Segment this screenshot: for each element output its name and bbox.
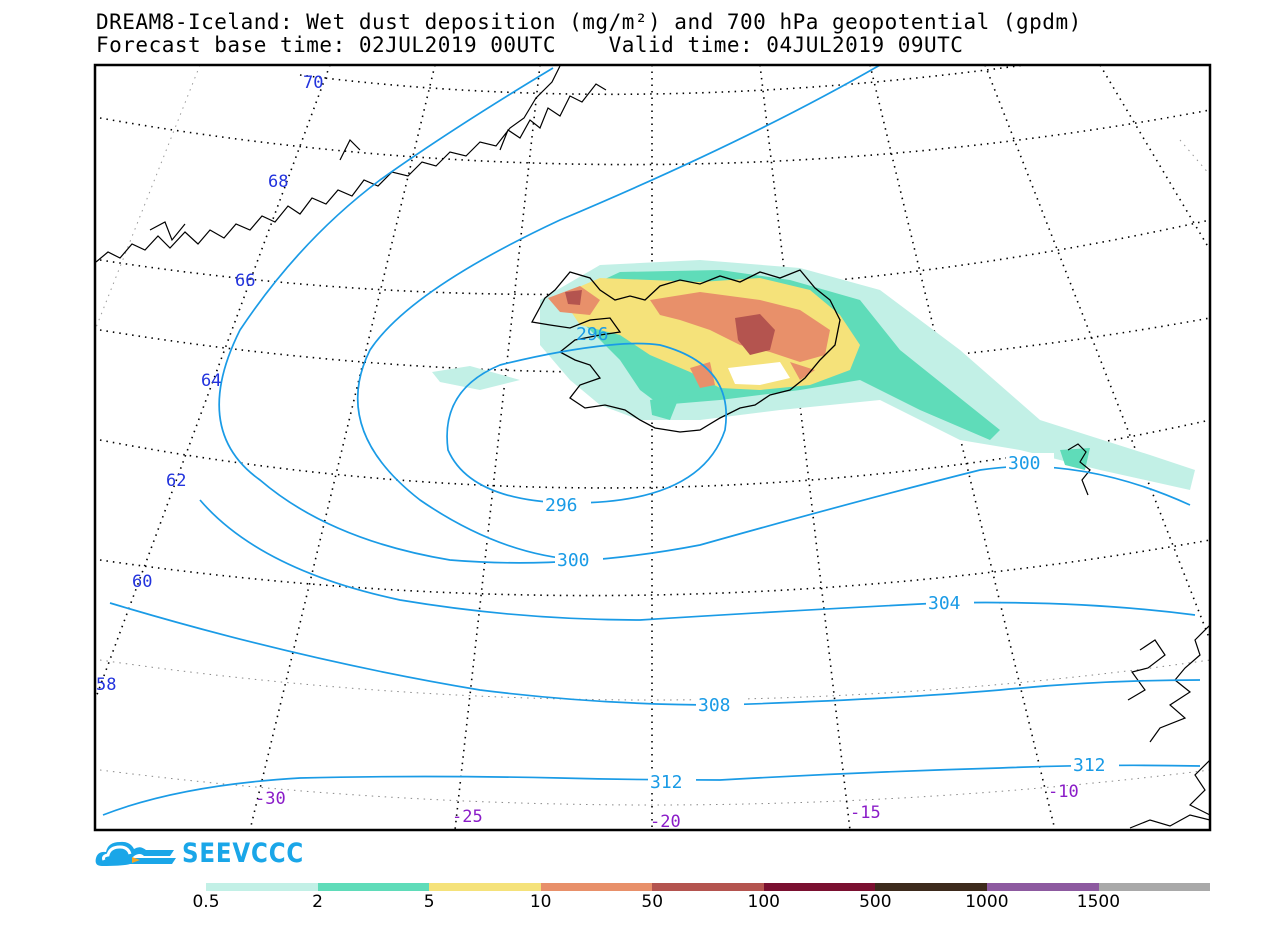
colorbar-tick-label: 50 (641, 892, 664, 912)
lat-label-70: 70 (303, 73, 323, 93)
faroe-coast (1067, 443, 1091, 496)
colorbar-tick-label: 5 (423, 892, 435, 912)
lat-label-64: 64 (201, 371, 221, 391)
colorbar-tick-label: 500 (859, 892, 892, 912)
lat-label-58: 58 (96, 675, 116, 695)
colorbar-tick-label: 0.5 (192, 892, 220, 912)
map-frame (93, 63, 1212, 832)
lat-label-62: 62 (166, 471, 186, 491)
greenland-coast (95, 65, 607, 263)
lon-label-25: -25 (452, 807, 483, 827)
latitude-graticule-faint (99, 659, 1210, 806)
colorbar-labels: 0.5 2 5 10 50 100 500 1000 1500 (0, 892, 1276, 914)
colorbar-tick-label: 2 (312, 892, 323, 912)
lon-label-20: -20 (650, 812, 681, 832)
colorbar-tick-label: 100 (747, 892, 780, 912)
colorbar-tick-label: 1000 (965, 892, 1009, 912)
colorbar-segment (540, 883, 653, 891)
contour-label-296-a: 296 (576, 324, 609, 345)
chart-title-line2: Forecast base time: 02JUL2019 00UTC Vali… (96, 33, 964, 57)
lat-label-60: 60 (132, 572, 152, 592)
logo-text: SEEVCCC (182, 838, 305, 869)
contour-label-312-b: 312 (1073, 755, 1106, 776)
colorbar-segment (317, 883, 430, 891)
contour-label-308: 308 (698, 695, 731, 716)
norway-coast (1127, 624, 1210, 829)
dust-deposition-field (432, 260, 1195, 490)
contour-label-296-b: 296 (545, 495, 578, 516)
contour-label-312-a: 312 (650, 772, 683, 793)
colorbar-segment (986, 883, 1099, 891)
colorbar-tick-label: 1500 (1076, 892, 1121, 912)
lat-label-68: 68 (268, 172, 288, 192)
colorbar-segment (763, 883, 876, 891)
colorbar-segment (1098, 883, 1211, 891)
colorbar-segment (206, 883, 318, 891)
lon-label-10: -10 (1048, 782, 1079, 802)
colorbar-segment (875, 883, 987, 891)
lon-label-15: -15 (850, 803, 881, 823)
colorbar-tick-label: 10 (529, 892, 552, 912)
chart-title-line1: DREAM8-Iceland: Wet dust deposition (mg/… (96, 10, 1082, 34)
colorbar-segment (652, 883, 764, 891)
colorbar (206, 883, 1211, 891)
lat-label-66: 66 (235, 271, 255, 291)
cloud-icon (95, 841, 176, 866)
lon-label-30: -30 (255, 789, 286, 809)
longitude-graticule-faint (95, 65, 1210, 331)
longitude-graticule (95, 65, 1210, 830)
contour-label-300-a: 300 (557, 550, 590, 571)
contour-label-304: 304 (928, 593, 961, 614)
contour-label-300-b: 300 (1008, 453, 1041, 474)
seevccc-logo[interactable]: SEEVCCC (94, 836, 314, 872)
colorbar-segment (429, 883, 541, 891)
latitude-graticule (99, 65, 1210, 597)
